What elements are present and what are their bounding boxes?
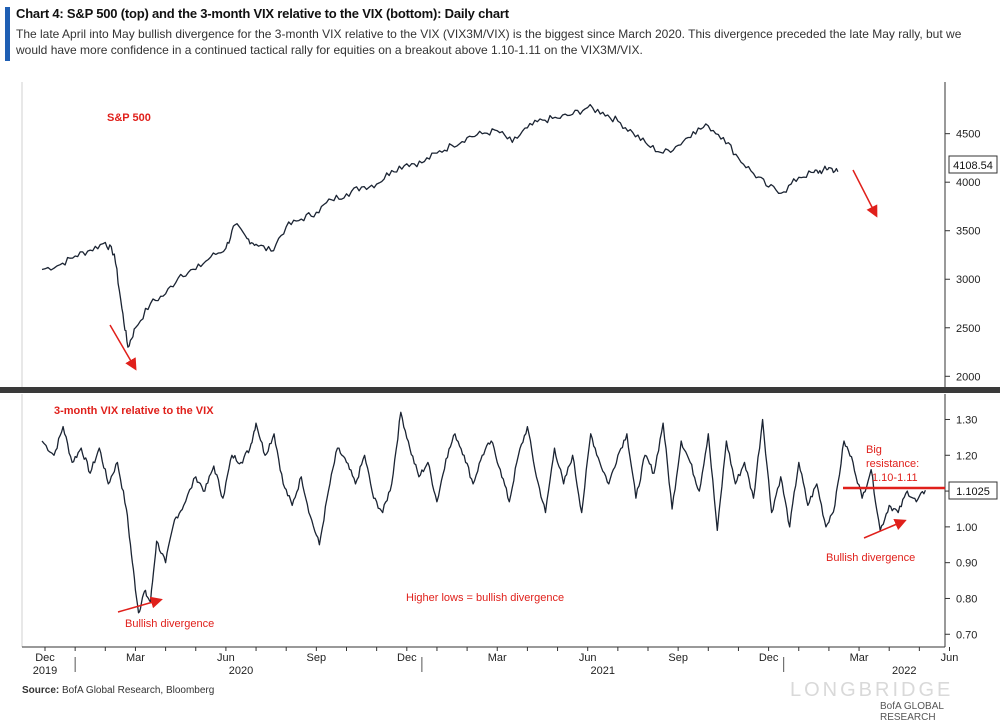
- bottom-x-axis: Dec Mar Jun Sep Dec Mar Jun Sep Dec Mar Jun 2019 202…: [33, 647, 959, 677]
- y-tick-label: 4000: [956, 177, 980, 189]
- vix-last-value-box: [948, 481, 998, 500]
- bottom-y-axis: 0.700.800.901.001.101.201.30: [945, 414, 977, 641]
- bullish-divergence-right-label: Bullish divergence: [826, 552, 915, 564]
- vix-last-value: 1.1025: [956, 486, 990, 498]
- x-tick-label: Dec: [397, 652, 417, 664]
- vix-ratio-line: [41, 411, 926, 614]
- y-tick-label: 3000: [956, 274, 980, 286]
- source-text: BofA Global Research, Bloomberg: [62, 685, 215, 696]
- x-tick-label: Mar: [126, 652, 145, 664]
- vix-ratio-series: [41, 411, 926, 614]
- x-tick-label: Mar: [488, 652, 507, 664]
- y-tick-label: 1.30: [956, 414, 977, 426]
- sp500-line: [41, 103, 839, 348]
- sp500-covid-low-arrow: [109, 324, 137, 371]
- sp500-last-value-box: [948, 155, 998, 174]
- title-accent-bar: [5, 7, 10, 61]
- x-tick-label: Jun: [941, 652, 959, 664]
- x-tick-label: Sep: [307, 652, 327, 664]
- top-y-axis: 2000 2500 3000 3500 4000 4500: [945, 129, 980, 383]
- x-year-label: 2019: [33, 665, 57, 677]
- sp500-panel-label: S&P 500: [107, 112, 151, 124]
- y-tick-label: 3500: [956, 226, 980, 238]
- x-tick-label: Sep: [668, 652, 688, 664]
- y-tick-label: 2500: [956, 323, 980, 335]
- y-tick-label: 0.80: [956, 593, 977, 605]
- y-tick-label: 4500: [956, 129, 980, 141]
- y-tick-label: 1.20: [956, 450, 977, 462]
- watermark: LONGBRIDGE: [790, 679, 954, 701]
- x-tick-label: Mar: [850, 652, 869, 664]
- higher-lows-label: Higher lows = bullish divergence: [406, 592, 564, 604]
- y-tick-label: 1.00: [956, 522, 977, 534]
- chart-subtitle: The late April into May bullish divergen…: [16, 27, 962, 57]
- footer-brand: BofA GLOBAL RESEARCH: [880, 701, 944, 723]
- y-tick-label: 2000: [956, 371, 980, 383]
- x-tick-label: Jun: [579, 652, 597, 664]
- bullish-divergence-left-arrow: [117, 596, 163, 613]
- x-tick-label: Jun: [217, 652, 235, 664]
- resistance-label-line2: resistance:: [866, 458, 919, 470]
- x-year-label: 2022: [892, 665, 916, 677]
- sp500-last-value: 4108.54: [953, 160, 993, 172]
- sp500-2022-low-arrow: [852, 169, 878, 218]
- resistance-label-line1: Big: [866, 444, 882, 456]
- x-year-label: 2021: [591, 665, 615, 677]
- bullish-divergence-left-label: Bullish divergence: [125, 618, 214, 630]
- x-tick-label: Dec: [35, 652, 55, 664]
- panel-divider: [0, 387, 1000, 393]
- resistance-label-line3: 1.10-1.11: [872, 472, 918, 484]
- y-tick-label: 0.70: [956, 629, 977, 641]
- bullish-divergence-right-arrow: [863, 518, 907, 539]
- vix-panel-label: 3-month VIX relative to the VIX: [54, 405, 214, 417]
- y-tick-label: 0.90: [956, 558, 977, 570]
- x-tick-label: Dec: [759, 652, 779, 664]
- source-label: Source:: [22, 685, 60, 696]
- x-year-label: 2020: [229, 665, 253, 677]
- source-note: Source: BofA Global Research, Bloomberg: [22, 685, 214, 696]
- chart-title: Chart 4: S&P 500 (top) and the 3-month V…: [16, 6, 509, 21]
- sp500-series: [41, 103, 839, 348]
